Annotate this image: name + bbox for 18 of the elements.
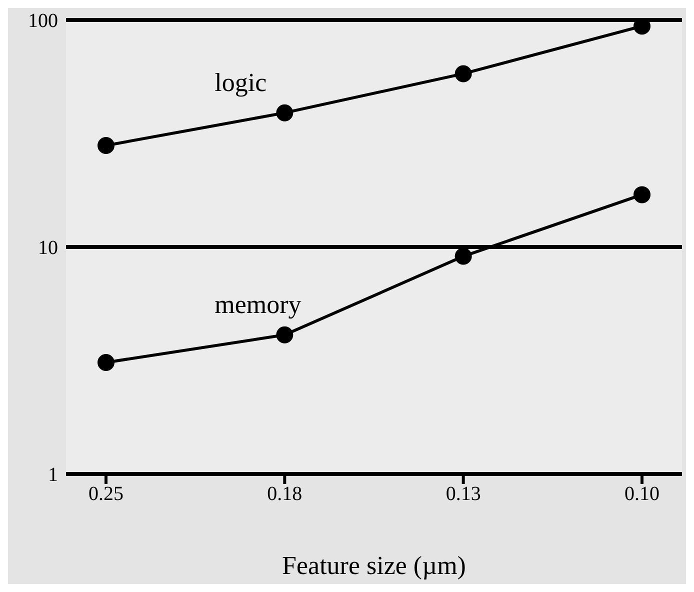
series-label: memory bbox=[214, 290, 302, 319]
y-tick-label: 100 bbox=[28, 10, 58, 32]
x-tick-label: 0.18 bbox=[267, 483, 302, 506]
point bbox=[98, 354, 114, 371]
point bbox=[454, 65, 472, 82]
point bbox=[634, 20, 650, 35]
x-tick-label: 0.25 bbox=[88, 483, 124, 506]
x-tick-label: 0.13 bbox=[446, 483, 481, 506]
point bbox=[276, 326, 294, 344]
point bbox=[634, 186, 650, 204]
series-label: logic bbox=[214, 68, 267, 97]
point bbox=[98, 136, 114, 154]
y-tick-label: 1 bbox=[48, 464, 58, 486]
x-axis-title: Feature size (µm) bbox=[282, 551, 466, 580]
point bbox=[276, 104, 294, 122]
y-tick-label: 10 bbox=[38, 237, 58, 260]
x-tick-label: 0.10 bbox=[624, 483, 660, 506]
point bbox=[454, 248, 472, 265]
